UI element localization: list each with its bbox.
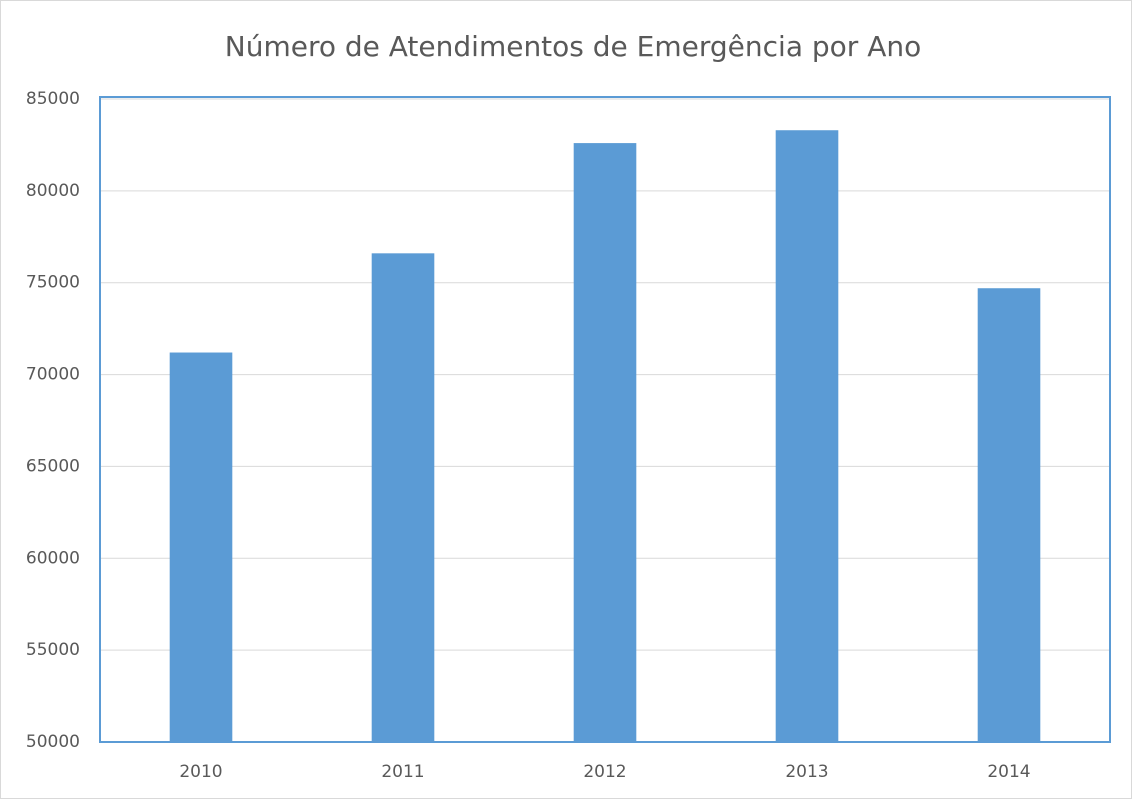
bar <box>169 352 233 742</box>
x-tick-label: 2014 <box>987 762 1030 782</box>
chart-title: Número de Atendimentos de Emergência por… <box>225 30 921 63</box>
bar <box>977 288 1041 742</box>
y-tick-label: 75000 <box>26 273 80 293</box>
x-tick-label: 2011 <box>381 762 424 782</box>
y-tick-label: 60000 <box>26 548 80 568</box>
x-tick-label: 2013 <box>785 762 828 782</box>
bar <box>573 143 637 742</box>
y-tick-label: 70000 <box>26 365 80 385</box>
y-tick-label: 65000 <box>26 456 80 476</box>
y-tick-label: 85000 <box>26 89 80 109</box>
plot-area-border <box>99 96 1111 743</box>
y-tick-label: 50000 <box>26 732 80 752</box>
x-tick-label: 2012 <box>583 762 626 782</box>
bar <box>775 130 839 742</box>
bar <box>371 253 435 742</box>
y-tick-label: 80000 <box>26 181 80 201</box>
y-tick-label: 55000 <box>26 640 80 660</box>
x-tick-label: 2010 <box>179 762 222 782</box>
